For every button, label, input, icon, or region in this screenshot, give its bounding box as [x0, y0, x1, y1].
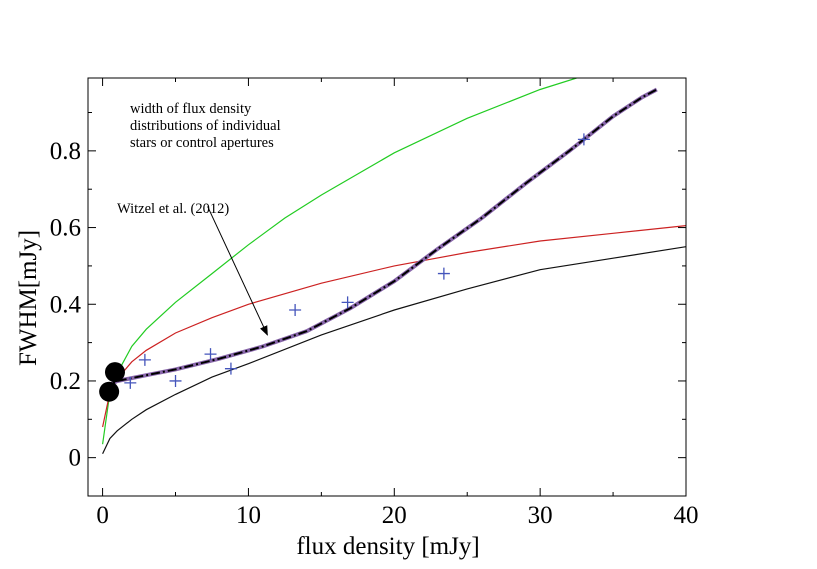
y-tick-label: 0: [69, 445, 82, 472]
data-point-plus: [224, 362, 237, 375]
data-point-plus: [341, 296, 354, 309]
x-tick-label: 20: [382, 502, 407, 529]
witzel-label: Witzel et al. (2012): [117, 201, 229, 217]
y-tick-label: 0.4: [50, 291, 82, 318]
annotation-note-line: width of flux density: [130, 101, 252, 117]
data-point-plus: [437, 267, 450, 280]
y-tick-label: 0.8: [50, 138, 81, 165]
witzel-arrow: [207, 206, 268, 336]
data-point-circle: [104, 362, 125, 383]
x-tick-label: 10: [236, 502, 261, 529]
plot-frame: [87, 77, 687, 497]
x-axis-title: flux density [mJy]: [296, 533, 479, 560]
data-point-plus: [204, 348, 217, 361]
x-tick-label: 40: [674, 502, 699, 529]
x-tick-label: 0: [96, 502, 109, 529]
data-point-circle: [99, 381, 120, 402]
annotation-note-line: distributions of individual: [130, 118, 281, 134]
y-axis-title: FWHM[mJy]: [15, 230, 42, 366]
annotation-note-line: stars or control apertures: [130, 135, 274, 151]
model-curve: [102, 225, 686, 428]
data-point-plus: [138, 353, 151, 366]
data-point-plus: [169, 374, 182, 387]
data-point-plus: [124, 376, 137, 389]
y-tick-label: 0.2: [50, 368, 81, 395]
model-curve: [102, 246, 686, 455]
x-tick-label: 30: [528, 502, 553, 529]
data-point-plus: [289, 304, 302, 317]
witzel-curve-underlay: [101, 87, 658, 391]
data-point-plus: [577, 133, 590, 146]
y-tick-label: 0.6: [50, 215, 81, 242]
